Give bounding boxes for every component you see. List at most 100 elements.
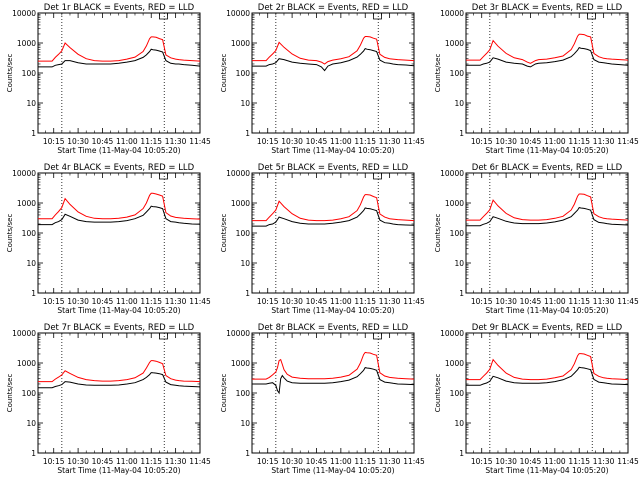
y-axis-label: Counts/sec: [220, 374, 228, 413]
x-tick-label: 10:15: [257, 457, 279, 466]
y-tick-label: 1: [245, 289, 250, 298]
y-tick-label: 1: [245, 129, 250, 138]
panel-2: Det 2r BLACK = Events, RED = LLD 1 10 100 10…: [220, 3, 425, 155]
y-tick-label: 10000: [226, 9, 250, 18]
x-tick-label: 11:30: [379, 457, 401, 466]
x-tick-label: 11:15: [568, 457, 590, 466]
series-line-lld: [466, 33, 629, 64]
plot-frame: [251, 172, 415, 294]
title-tab-mark: [373, 173, 382, 180]
x-axis-label: Start Time (11-May-04 10:05:20): [485, 146, 608, 155]
plot-frame: [465, 332, 629, 454]
x-axis-label: Start Time (11-May-04 10:05:20): [485, 466, 608, 475]
x-axis-label: Start Time (11-May-04 10:05:20): [271, 146, 394, 155]
y-tick-label: 1: [459, 129, 464, 138]
x-tick-label: 11:00: [544, 297, 566, 306]
x-tick-label: 11:00: [330, 137, 352, 146]
x-tick-label: 10:45: [520, 297, 542, 306]
x-tick-label: 10:15: [43, 457, 65, 466]
plot-frame: [37, 332, 201, 454]
x-tick-label: 11:45: [403, 457, 425, 466]
panel-title: Det 6r BLACK = Events, RED = LLD: [472, 163, 623, 173]
y-tick-label: 1000: [17, 199, 36, 208]
x-tick-label: 11:15: [568, 297, 590, 306]
x-tick-label: 10:30: [67, 457, 89, 466]
y-tick-label: 10000: [12, 329, 36, 338]
x-axis-label: Start Time (11-May-04 10:05:20): [57, 146, 180, 155]
x-tick-label: 11:00: [330, 297, 352, 306]
y-tick-label: 10000: [226, 169, 250, 178]
x-tick-label: 10:15: [257, 137, 279, 146]
y-axis-label: Counts/sec: [434, 374, 442, 413]
x-tick-label: 11:15: [140, 137, 162, 146]
x-tick-label: 11:15: [568, 137, 590, 146]
x-tick-label: 11:45: [189, 457, 211, 466]
x-tick-label: 10:15: [471, 297, 493, 306]
panel-7: Det 7r BLACK = Events, RED = LLD 1 10 100 10…: [6, 323, 211, 475]
x-tick-label: 10:45: [520, 457, 542, 466]
x-tick-label: 11:30: [165, 457, 187, 466]
x-axis-label: Start Time (11-May-04 10:05:20): [57, 306, 180, 315]
x-tick-label: 11:00: [116, 297, 138, 306]
title-tab-mark: [159, 13, 168, 20]
series-line-events: [466, 207, 629, 227]
x-tick-label: 11:45: [403, 297, 425, 306]
series-line-events: [38, 48, 201, 68]
plot-frame: [251, 12, 415, 134]
panel-title: Det 7r BLACK = Events, RED = LLD: [44, 323, 195, 333]
y-tick-label: 10000: [440, 169, 464, 178]
x-tick-label: 11:30: [165, 137, 187, 146]
x-tick-label: 10:30: [281, 297, 303, 306]
x-tick-label: 10:15: [471, 457, 493, 466]
series-line-events: [38, 372, 201, 389]
x-tick-label: 10:45: [306, 297, 328, 306]
y-axis-label: Counts/sec: [6, 374, 14, 413]
y-tick-label: 1000: [231, 39, 250, 48]
x-tick-label: 11:15: [354, 137, 376, 146]
title-tab-mark: [373, 13, 382, 20]
y-tick-label: 10000: [226, 329, 250, 338]
title-tab-mark: [159, 333, 168, 340]
x-tick-label: 10:45: [520, 137, 542, 146]
panel-title: Det 5r BLACK = Events, RED = LLD: [258, 163, 409, 173]
y-tick-label: 10: [240, 419, 250, 428]
series-line-lld: [252, 36, 415, 65]
y-tick-label: 1000: [17, 39, 36, 48]
series-line-lld: [38, 360, 201, 383]
y-tick-label: 100: [236, 229, 251, 238]
y-tick-label: 1000: [231, 199, 250, 208]
series-line-events: [252, 207, 415, 227]
title-tab-mark: [587, 173, 596, 180]
panel-8: Det 8r BLACK = Events, RED = LLD 1 10 100 10…: [220, 323, 425, 475]
x-tick-label: 11:15: [140, 297, 162, 306]
x-tick-label: 10:30: [495, 297, 517, 306]
y-axis-label: Counts/sec: [434, 214, 442, 253]
x-tick-label: 11:15: [354, 457, 376, 466]
x-axis-label: Start Time (11-May-04 10:05:20): [271, 306, 394, 315]
x-tick-label: 10:15: [471, 137, 493, 146]
x-tick-label: 10:30: [281, 457, 303, 466]
y-axis-label: Counts/sec: [220, 214, 228, 253]
x-tick-label: 11:45: [617, 137, 639, 146]
x-tick-label: 10:45: [92, 457, 114, 466]
x-tick-label: 10:45: [306, 137, 328, 146]
panel-5: Det 5r BLACK = Events, RED = LLD 1 10 100 10…: [220, 163, 425, 315]
plot-frame: [37, 172, 201, 294]
x-tick-label: 11:45: [403, 137, 425, 146]
y-tick-label: 10000: [440, 9, 464, 18]
x-tick-label: 11:00: [544, 457, 566, 466]
panel-title: Det 2r BLACK = Events, RED = LLD: [258, 3, 409, 13]
panel-title: Det 9r BLACK = Events, RED = LLD: [472, 323, 623, 333]
title-tab-mark: [373, 333, 382, 340]
y-tick-label: 100: [22, 229, 37, 238]
series-line-lld: [38, 192, 201, 220]
x-tick-label: 10:45: [306, 457, 328, 466]
y-tick-label: 100: [450, 389, 465, 398]
plot-frame: [37, 12, 201, 134]
y-tick-label: 1000: [445, 359, 464, 368]
series-line-lld: [466, 193, 629, 221]
y-tick-label: 10: [26, 99, 36, 108]
panel-title: Det 4r BLACK = Events, RED = LLD: [44, 163, 195, 173]
x-tick-label: 10:30: [67, 137, 89, 146]
